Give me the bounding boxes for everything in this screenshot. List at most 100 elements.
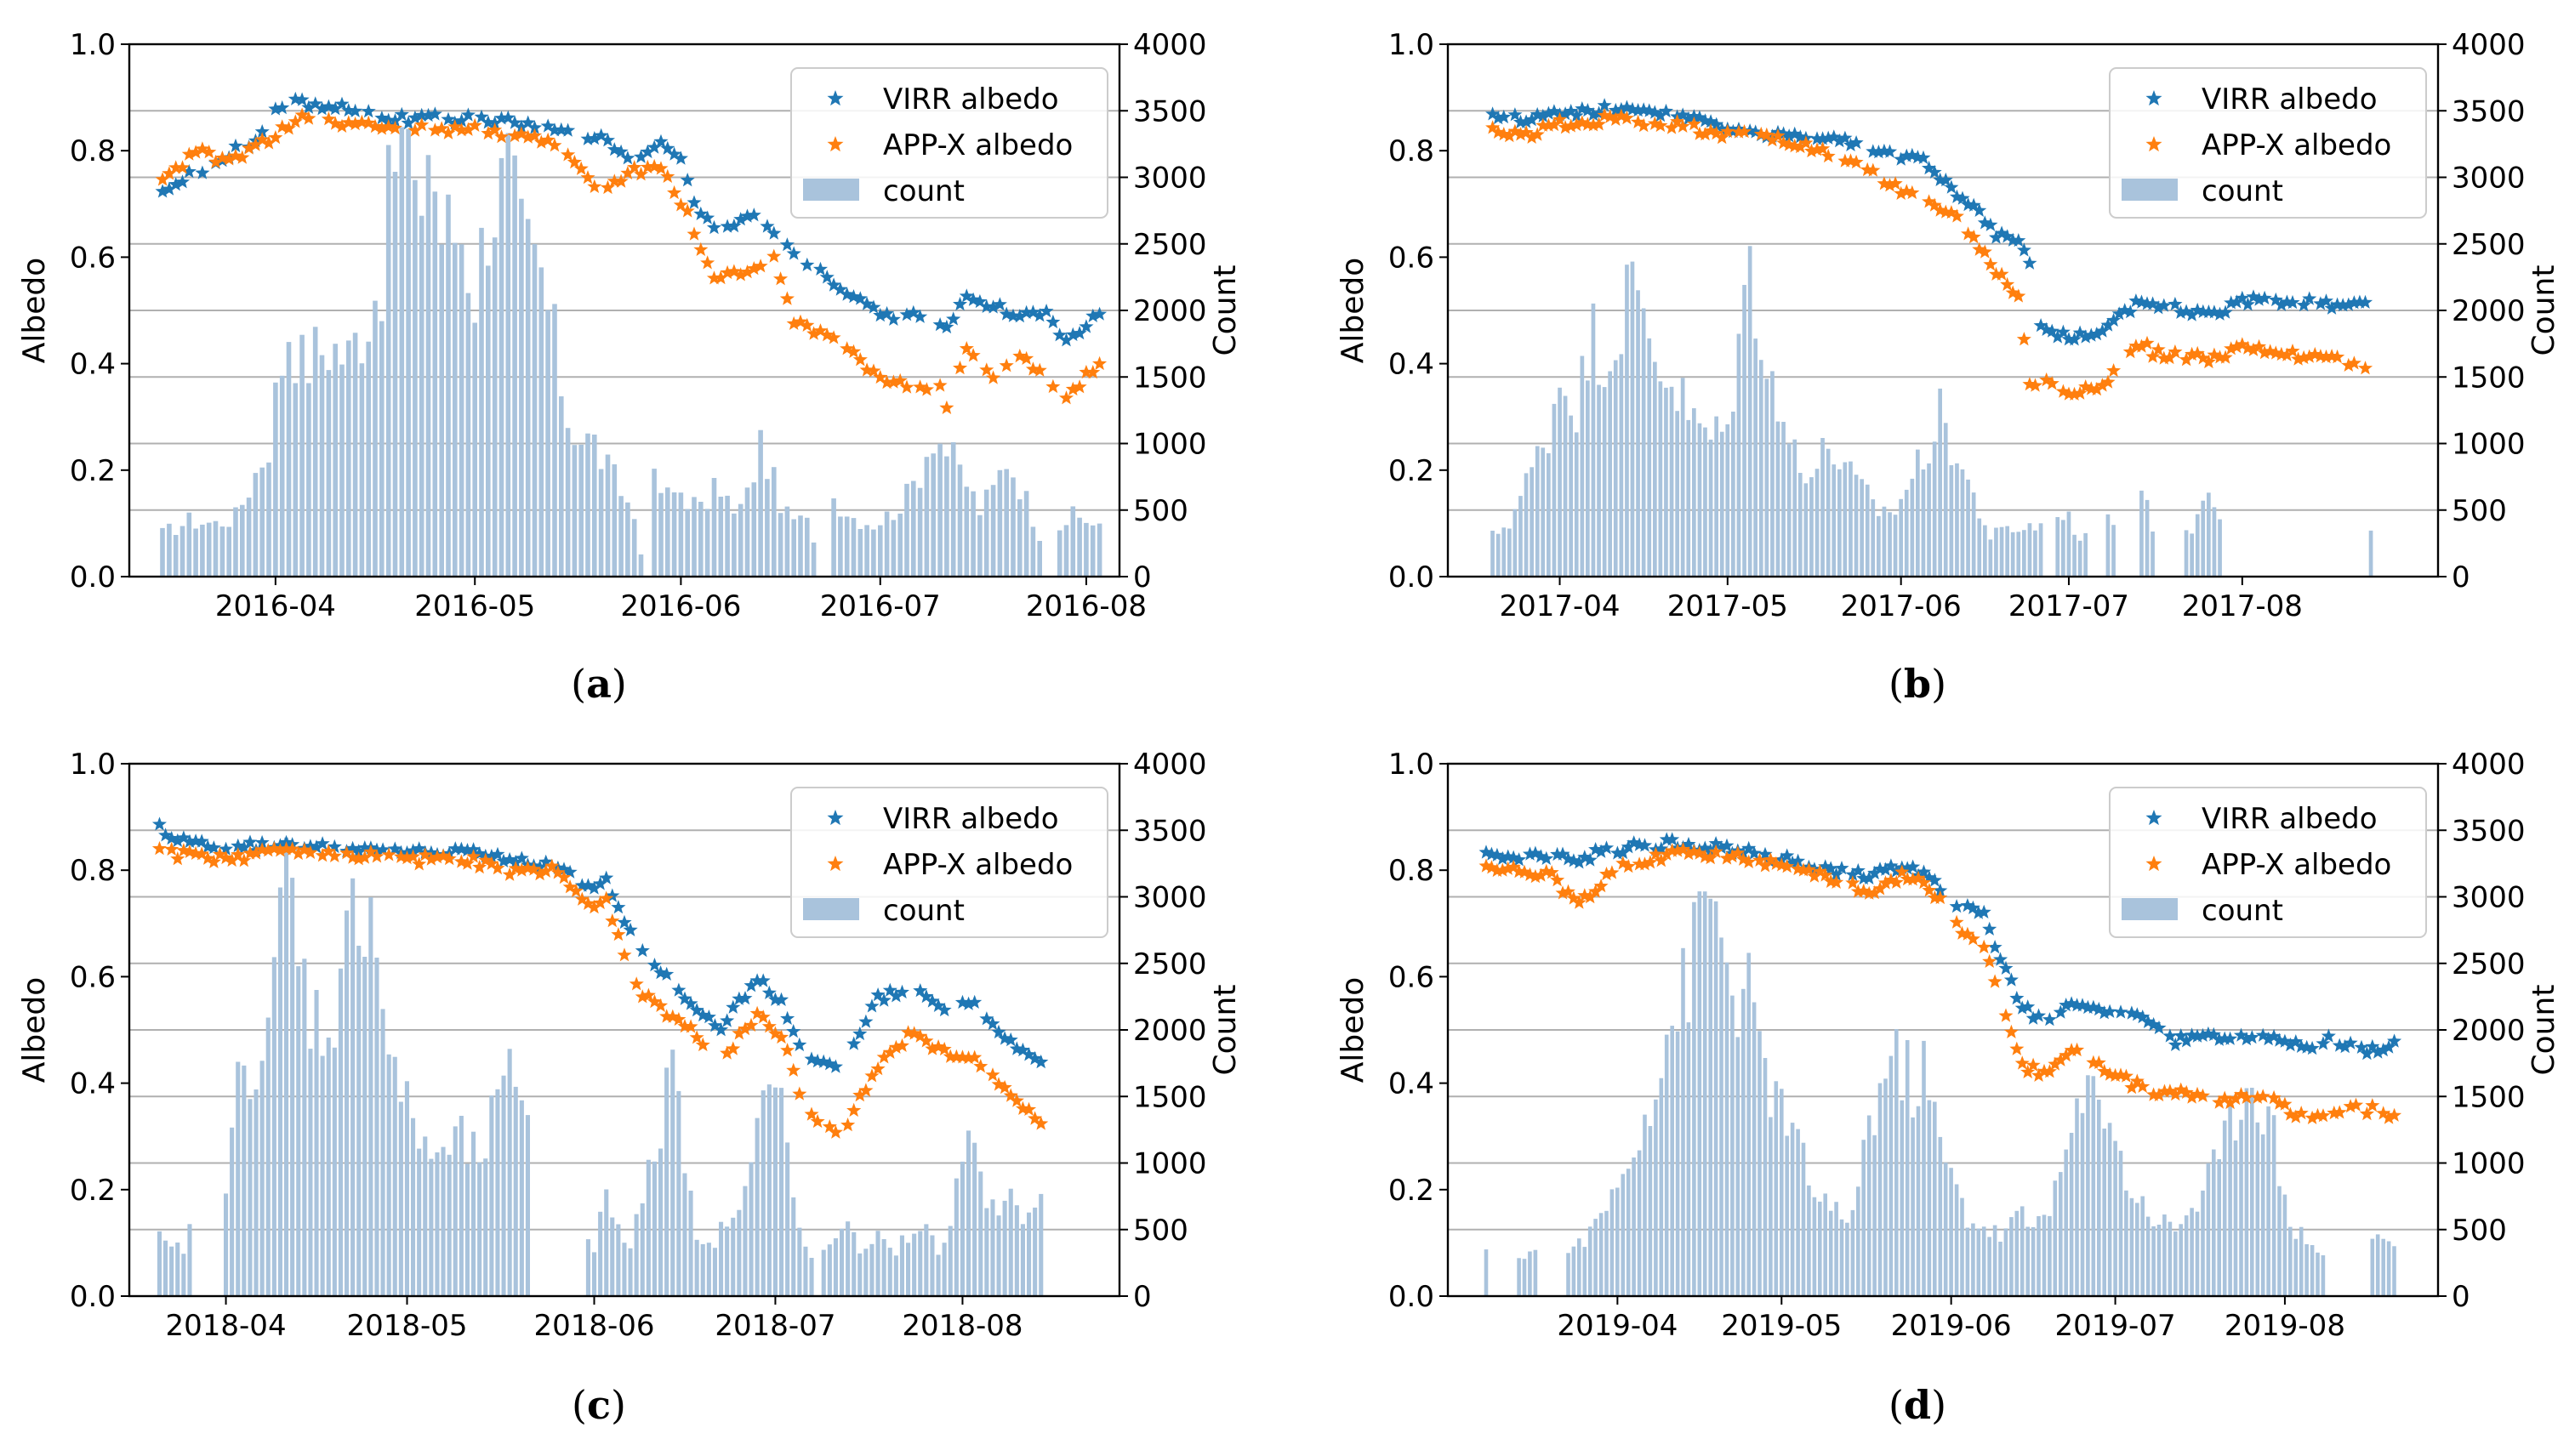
y2-tick-label: 4000 — [2452, 748, 2526, 782]
count-bar — [392, 1056, 397, 1296]
marker-star — [1966, 229, 1981, 244]
marker-star — [882, 982, 897, 997]
marker-star — [732, 1026, 747, 1040]
marker-star — [864, 1068, 880, 1083]
count-bar — [2195, 1211, 2200, 1296]
legend-virr-label: VIRR albedo — [2202, 82, 2378, 117]
count-bar — [157, 1231, 162, 1296]
marker-star — [2201, 304, 2216, 319]
marker-star — [327, 848, 342, 862]
marker-star — [1593, 879, 1609, 893]
count-bar — [2105, 514, 2111, 577]
marker-star — [1748, 124, 1763, 139]
legend-appx-marker — [2145, 856, 2162, 872]
marker-star — [888, 988, 903, 1003]
count-bar — [160, 527, 165, 577]
legend-box — [2109, 67, 2427, 219]
marker-star — [720, 264, 735, 280]
marker-star — [2080, 999, 2095, 1015]
marker-star — [212, 846, 227, 861]
count-bar — [1976, 1228, 1981, 1296]
marker-star — [743, 978, 759, 992]
marker-star — [1741, 840, 1757, 855]
marker-star — [2279, 347, 2294, 361]
marker-star — [726, 264, 742, 278]
count-bar — [871, 529, 876, 577]
marker-star — [733, 212, 749, 226]
count-bar — [507, 1049, 512, 1296]
legend-count-label: count — [2202, 894, 2283, 928]
count-bar — [2184, 1215, 2189, 1296]
marker-star — [2229, 338, 2244, 354]
marker-star — [2352, 294, 2367, 309]
marker-star — [2055, 384, 2071, 398]
y2-tick-label: 0 — [2452, 560, 2470, 594]
count-bar — [1877, 1083, 1883, 1296]
count-bar — [1632, 1157, 1636, 1296]
marker-star — [706, 270, 721, 285]
marker-star — [2255, 1027, 2270, 1042]
count-bar — [1027, 1212, 1032, 1296]
count-bar — [1987, 1237, 1991, 1296]
count-bar — [2370, 1238, 2375, 1296]
marker-star — [459, 856, 475, 870]
marker-star — [1791, 853, 1806, 867]
marker-star — [706, 219, 721, 235]
marker-star — [876, 992, 892, 1007]
count-bar — [791, 1197, 796, 1296]
count-bar — [299, 334, 305, 577]
count-bar — [625, 502, 630, 577]
marker-star — [1003, 1088, 1018, 1102]
marker-star — [1621, 839, 1636, 854]
marker-star — [2387, 1033, 2402, 1048]
marker-star — [1837, 153, 1853, 168]
marker-star — [206, 854, 221, 868]
marker-star — [1631, 103, 1646, 117]
count-bar — [884, 511, 890, 577]
marker-star — [1564, 104, 1579, 118]
count-bar — [704, 509, 710, 577]
count-bar — [532, 243, 538, 577]
marker-star — [1022, 1101, 1037, 1116]
marker-star — [2083, 327, 2099, 342]
marker-star — [294, 92, 310, 106]
marker-star — [202, 145, 217, 159]
marker-star — [1034, 1054, 1049, 1069]
marker-star — [2050, 329, 2065, 344]
count-bar — [936, 1254, 941, 1296]
count-bar — [851, 518, 857, 577]
marker-star — [1757, 846, 1773, 861]
marker-star — [667, 185, 682, 200]
legend-virr-marker — [827, 810, 844, 826]
y-tick-label: 1.0 — [1388, 748, 1434, 782]
count-bar — [1697, 423, 1702, 577]
marker-star — [556, 869, 572, 884]
marker-star — [2213, 350, 2228, 364]
marker-star — [1938, 172, 1953, 187]
marker-star — [671, 982, 686, 997]
count-bar — [2207, 492, 2211, 577]
count-bar — [2255, 1122, 2260, 1296]
marker-star — [1647, 105, 1662, 119]
marker-star — [1856, 883, 1871, 898]
marker-star — [2324, 300, 2339, 315]
count-bar — [559, 396, 564, 577]
y-tick-label: 0.6 — [70, 960, 116, 994]
marker-star — [235, 150, 250, 164]
marker-star — [2250, 1089, 2265, 1104]
x-axis: 2016-04 2016-05 2016-06 2016-07 2016-08 — [215, 577, 1147, 623]
marker-star — [1638, 856, 1653, 871]
count-bar — [1871, 499, 1876, 577]
marker-star — [1032, 308, 1047, 322]
marker-star — [1524, 111, 1540, 127]
marker-star — [550, 865, 566, 879]
appx-albedo-points — [155, 107, 1108, 414]
count-bar — [2042, 1214, 2047, 1296]
marker-star — [720, 1013, 735, 1027]
count-bar — [937, 443, 943, 577]
marker-star — [906, 304, 921, 319]
x-tick-label: 2017-06 — [1841, 589, 1962, 623]
marker-star — [732, 991, 747, 1005]
